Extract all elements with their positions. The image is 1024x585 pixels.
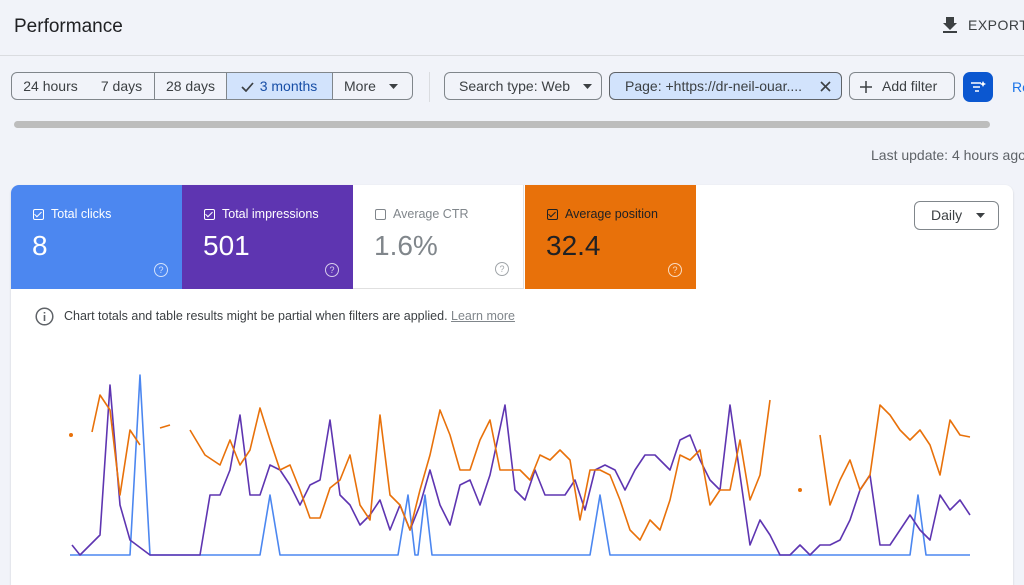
metric-value: 8 xyxy=(32,230,48,261)
position-line xyxy=(819,404,971,506)
metric-value: 501 xyxy=(203,230,250,261)
range-button[interactable]: 24 hours xyxy=(11,72,90,100)
metric-label: Average position xyxy=(565,207,658,221)
position-dot xyxy=(69,433,73,437)
metric-tile[interactable]: Total clicks 8? xyxy=(11,185,182,289)
more-button[interactable]: More xyxy=(332,72,413,100)
search-type-filter[interactable]: Search type: Web xyxy=(444,72,602,100)
impressions-line xyxy=(71,384,971,556)
plus-icon xyxy=(860,81,872,93)
page-filter[interactable]: Page: +https://dr-neil-ouar.... xyxy=(609,72,842,100)
range-label: 3 months xyxy=(259,78,318,94)
granularity-label: Daily xyxy=(931,207,963,223)
page-title: Performance xyxy=(14,16,123,37)
notice: Chart totals and table results might be … xyxy=(64,309,515,323)
position-line xyxy=(91,394,141,496)
metric-tile[interactable]: Total impressions 501? xyxy=(182,185,353,289)
add-filter-label: Add filter xyxy=(882,78,938,94)
filter-icon xyxy=(971,81,986,92)
metric-tile[interactable]: Average position 32.4? xyxy=(525,185,696,289)
position-dot xyxy=(798,488,802,492)
scrollbar[interactable] xyxy=(14,121,990,128)
export-icon xyxy=(943,17,957,33)
separator xyxy=(429,72,430,102)
metric-value: 32.4 xyxy=(546,230,601,261)
learn-more-link[interactable]: Learn more xyxy=(451,309,515,323)
notice-text: Chart totals and table results might be … xyxy=(64,309,448,323)
reset-link[interactable]: Re xyxy=(1012,79,1024,95)
close-icon[interactable] xyxy=(820,81,831,92)
filter-options-button[interactable] xyxy=(963,72,993,102)
check-icon xyxy=(241,82,254,92)
filter-label: Search type: Web xyxy=(459,78,571,94)
caret xyxy=(583,84,592,89)
more-label: More xyxy=(344,78,376,94)
add-filter-button[interactable]: Add filter xyxy=(849,72,955,100)
export-button[interactable]: EXPORT xyxy=(968,17,1024,33)
info-icon xyxy=(35,307,54,326)
metric-value: 1.6% xyxy=(374,230,438,261)
divider xyxy=(0,55,1024,56)
page: {"header": {"title": "Performance", "exp… xyxy=(0,0,1024,571)
filter-label: Page: +https://dr-neil-ouar.... xyxy=(625,78,803,94)
performance-chart xyxy=(69,374,971,556)
metric-label: Total clicks xyxy=(51,207,112,221)
range-button[interactable]: 28 days xyxy=(155,72,227,100)
range-button-selected[interactable]: 3 months xyxy=(227,72,333,100)
granularity-select[interactable]: Daily xyxy=(914,201,999,230)
metric-label: Total impressions xyxy=(222,207,319,221)
caret xyxy=(976,213,985,218)
last-update: Last update: 4 hours ago xyxy=(871,147,1024,163)
metric-tile[interactable]: Average CTR 1.6%? xyxy=(353,185,524,289)
position-line xyxy=(159,424,171,429)
metric-label: Average CTR xyxy=(393,207,469,221)
caret xyxy=(389,84,398,89)
range-button[interactable]: 7 days xyxy=(89,72,155,100)
position-line xyxy=(189,399,771,541)
